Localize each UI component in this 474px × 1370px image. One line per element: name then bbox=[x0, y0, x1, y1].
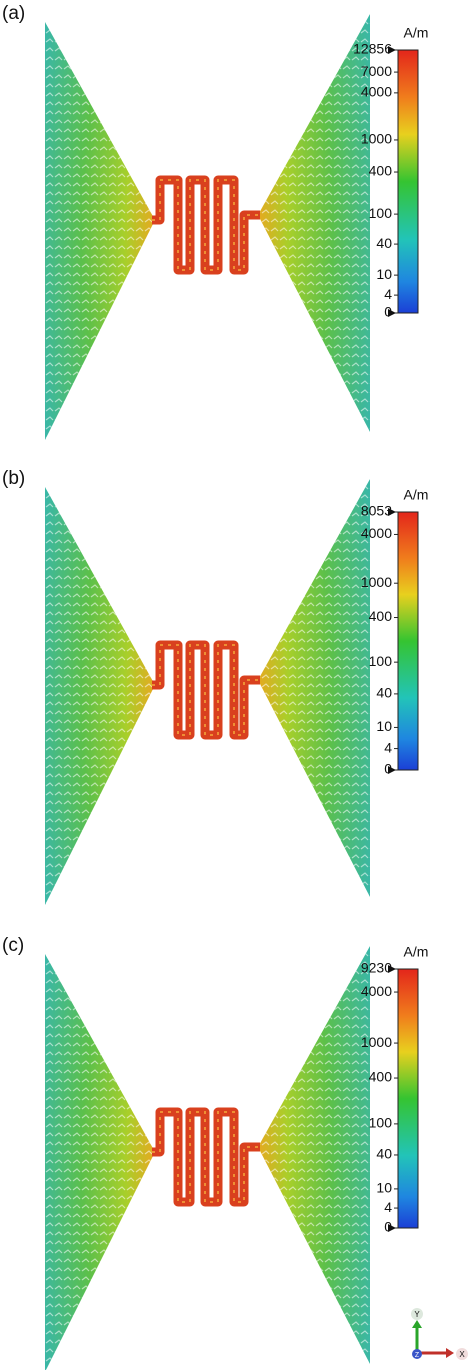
panel-label: (b) bbox=[2, 468, 25, 489]
max-marker bbox=[388, 508, 396, 516]
z-axis-label: Z bbox=[415, 1352, 420, 1359]
colorbar bbox=[397, 511, 419, 771]
colorbar-tick-label: 4000 bbox=[361, 84, 392, 100]
colorbar-tick-label: 1000 bbox=[361, 1034, 392, 1050]
panel: (c)A/m923040001000400100401040 bbox=[2, 935, 428, 1370]
colorbar-unit: A/m bbox=[404, 25, 429, 41]
min-marker bbox=[388, 1224, 396, 1232]
x-axis-head bbox=[446, 1348, 454, 1358]
colorbar-tick-label: 1000 bbox=[361, 574, 392, 590]
z-axis-badge bbox=[412, 1349, 422, 1359]
colorbar-tick-label: 400 bbox=[369, 163, 393, 179]
colorbar-tick-label: 1000 bbox=[361, 131, 392, 147]
colorbar-tick-label: 400 bbox=[369, 1069, 393, 1085]
colorbar-tick-label: 10 bbox=[376, 266, 392, 282]
min-marker bbox=[388, 766, 396, 774]
meander-texture bbox=[152, 644, 260, 736]
left-antenna-texture bbox=[45, 954, 155, 1370]
colorbar-tick-label: 4 bbox=[384, 739, 392, 755]
colorbar-tick-label: 4000 bbox=[361, 983, 392, 999]
left-antenna-texture bbox=[45, 487, 155, 905]
min-marker bbox=[388, 309, 396, 317]
colorbar-tick-label: 400 bbox=[369, 608, 393, 624]
colorbar-tick-label: 40 bbox=[376, 1146, 392, 1162]
y-axis-badge bbox=[411, 1308, 423, 1320]
colorbar-tick-label: 100 bbox=[369, 653, 393, 669]
max-marker bbox=[388, 46, 396, 54]
colorbar-tick-label: 9230 bbox=[361, 960, 392, 976]
axes-triad: Y X Z bbox=[411, 1308, 468, 1360]
colorbar-tick-label: 40 bbox=[376, 235, 392, 251]
colorbar-tick-label: 100 bbox=[369, 205, 393, 221]
meander-texture bbox=[152, 179, 260, 271]
colorbar-tick-label: 8053 bbox=[361, 503, 392, 519]
y-axis-head bbox=[412, 1320, 422, 1328]
colorbar bbox=[397, 49, 419, 314]
colorbar-tick-label: 4 bbox=[384, 1199, 392, 1215]
colorbar-unit: A/m bbox=[404, 944, 429, 960]
colorbar bbox=[397, 968, 419, 1229]
colorbar-tick-label: 4 bbox=[384, 286, 392, 302]
colorbar-tick-label: 100 bbox=[369, 1115, 393, 1131]
colorbar-unit: A/m bbox=[404, 487, 429, 503]
colorbar-tick-label: 10 bbox=[376, 718, 392, 734]
left-antenna-texture bbox=[45, 22, 155, 440]
y-axis-label: Y bbox=[414, 1310, 420, 1319]
x-axis-badge bbox=[456, 1348, 468, 1360]
right-antenna-texture bbox=[258, 14, 370, 432]
colorbar-tick-label: 4000 bbox=[361, 525, 392, 541]
panel-label: (c) bbox=[2, 935, 24, 956]
colorbar-tick-label: 40 bbox=[376, 685, 392, 701]
right-antenna-texture bbox=[258, 946, 370, 1364]
colorbar-tick-label: 7000 bbox=[361, 63, 392, 79]
colorbar-tick-label: 12856 bbox=[353, 41, 392, 57]
colorbar-tick-label: 10 bbox=[376, 1180, 392, 1196]
max-marker bbox=[388, 965, 396, 973]
right-antenna-texture bbox=[258, 479, 370, 897]
panel: (b)A/m805340001000400100401040 bbox=[2, 468, 428, 905]
panel-label: (a) bbox=[2, 3, 25, 24]
x-axis-label: X bbox=[459, 1350, 465, 1359]
panel: (a)A/m12856700040001000400100401040 bbox=[2, 3, 428, 440]
meander-texture bbox=[152, 1111, 260, 1203]
